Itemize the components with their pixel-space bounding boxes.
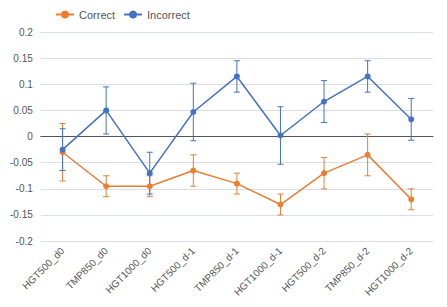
svg-text:0.15: 0.15 <box>13 53 33 64</box>
svg-text:HGT500_d-2: HGT500_d-2 <box>279 245 328 294</box>
svg-text:HGT500_d-1: HGT500_d-1 <box>149 245 198 294</box>
svg-text:-0.15: -0.15 <box>10 209 33 220</box>
svg-text:TMP850_d-1: TMP850_d-1 <box>192 245 241 294</box>
svg-text:TMP850_d0: TMP850_d0 <box>64 245 111 292</box>
svg-text:0.05: 0.05 <box>13 105 33 116</box>
svg-text:-0.05: -0.05 <box>10 157 33 168</box>
svg-text:Correct: Correct <box>79 9 115 21</box>
svg-text:0.2: 0.2 <box>19 27 33 38</box>
svg-text:Incorrect: Incorrect <box>147 9 190 21</box>
svg-text:0: 0 <box>27 131 33 142</box>
svg-text:HGT500_d0: HGT500_d0 <box>20 245 67 292</box>
svg-text:-0.2: -0.2 <box>16 236 34 247</box>
svg-text:HGT1000_d-1: HGT1000_d-1 <box>232 245 285 298</box>
svg-text:TMP850_d-2: TMP850_d-2 <box>323 245 372 294</box>
svg-text:-0.1: -0.1 <box>16 183 34 194</box>
svg-text:0.1: 0.1 <box>19 79 33 90</box>
svg-text:HGT1000_d-2: HGT1000_d-2 <box>363 245 416 298</box>
svg-text:HGT1000_d0: HGT1000_d0 <box>103 245 153 295</box>
